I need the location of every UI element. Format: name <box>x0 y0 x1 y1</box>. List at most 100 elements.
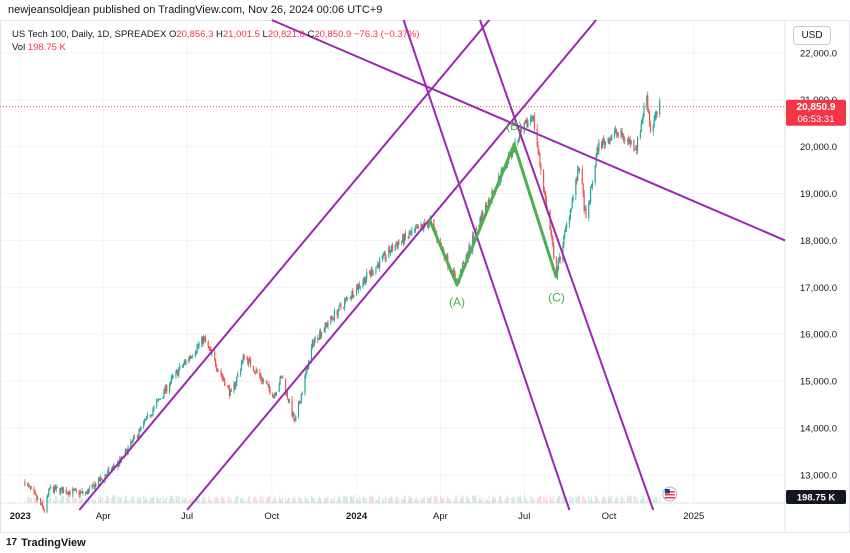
volume-bar <box>198 497 200 503</box>
volume-bar <box>60 499 62 503</box>
volume-bar <box>50 496 52 503</box>
volume-bar <box>607 496 609 503</box>
legend-volume-row: Vol 198.75 K <box>12 41 419 54</box>
candle-body <box>74 489 76 491</box>
candle-body <box>591 183 594 187</box>
volume-bar <box>643 498 645 503</box>
candle-body <box>169 382 172 386</box>
candle-body <box>357 284 360 290</box>
candle-body <box>282 377 284 379</box>
volume-bar <box>359 498 361 503</box>
footer: 17 TradingView <box>0 533 850 553</box>
currency-button[interactable]: USD <box>793 26 831 45</box>
volume-bar <box>655 496 657 503</box>
candle-body <box>343 300 346 308</box>
candle-body <box>66 492 68 494</box>
price-chart[interactable]: (A) (B) (C) 13,000.0 14,000.0 15,000.0 16,000… <box>0 0 850 533</box>
volume-bar <box>467 495 469 503</box>
legend-low: 20,821.0 <box>267 29 305 40</box>
x-tick-label: Jul <box>181 511 193 522</box>
volume-bar <box>597 498 599 503</box>
candle-body <box>655 111 657 117</box>
candle-body <box>501 168 503 171</box>
volume-bar <box>157 496 158 503</box>
volume-bar <box>473 496 474 503</box>
legend-open: 20,856.3 <box>176 29 214 40</box>
volume-bar <box>616 495 618 503</box>
y-tick-label: 15,000.0 <box>800 377 837 388</box>
candle-body <box>523 123 525 132</box>
volume-bar <box>581 497 583 503</box>
volume-bar <box>241 499 243 503</box>
volume-bar <box>140 497 142 503</box>
volume-bar <box>208 495 210 503</box>
candle-body <box>93 485 95 489</box>
volume-tag-value: 198.75 K <box>797 493 836 504</box>
volume-bar <box>151 497 153 503</box>
volume-bar <box>82 497 84 503</box>
volume-bar <box>620 495 622 503</box>
candle-body <box>260 376 262 379</box>
volume-bar <box>189 497 191 503</box>
candle-body <box>94 484 96 489</box>
candle-body <box>163 388 165 397</box>
volume-bar <box>182 499 184 503</box>
candle-body <box>229 389 231 396</box>
candle-body <box>86 490 89 495</box>
volume-bar <box>557 497 558 503</box>
x-tick-label: Jul <box>518 511 530 522</box>
candle-body <box>569 209 571 218</box>
volume-bar <box>414 498 416 503</box>
volume-bar <box>582 495 584 503</box>
volume-bar <box>147 499 148 503</box>
volume-bar <box>365 500 367 503</box>
volume-bar <box>441 498 443 503</box>
volume-bar <box>334 495 335 503</box>
candle-body <box>300 394 302 403</box>
candle-body <box>110 468 113 471</box>
volume-bar <box>202 495 204 503</box>
candle-body <box>168 385 171 392</box>
volume-bar <box>440 495 441 503</box>
volume-bar <box>474 495 475 503</box>
volume-bar <box>287 499 288 503</box>
volume-bar <box>281 499 283 503</box>
volume-bar <box>108 497 110 503</box>
volume-bar <box>370 495 372 503</box>
volume-bar <box>576 496 578 503</box>
volume-bar <box>178 495 180 503</box>
candle-body <box>87 489 90 495</box>
volume-bar <box>637 497 638 503</box>
volume-bar <box>106 495 108 503</box>
volume-bar <box>188 500 190 503</box>
candle-body <box>427 224 430 228</box>
volume-bar <box>55 495 57 503</box>
volume-bar <box>321 500 322 503</box>
candle-body <box>152 409 154 415</box>
candle-body <box>241 359 243 365</box>
candle-body <box>426 225 429 228</box>
publisher-text: newjeansoldjean published on TradingView… <box>8 4 383 16</box>
volume-bar <box>485 499 486 503</box>
candle-body <box>272 393 274 398</box>
volume-bar <box>306 500 308 503</box>
volume-bar <box>381 497 383 503</box>
candle-body <box>306 366 308 373</box>
candle-body <box>643 106 645 116</box>
bar-countdown: 06:53:31 <box>798 114 835 125</box>
volume-bar <box>247 500 249 503</box>
trendline <box>479 19 655 511</box>
candle-body <box>468 245 470 255</box>
volume-bar <box>30 497 32 503</box>
volume-bar <box>478 498 480 503</box>
candle-body <box>396 244 398 248</box>
legend-symbol: US Tech 100, Daily, 1D, SPREADEX <box>12 29 167 40</box>
volume-bar <box>255 499 257 503</box>
volume-bar <box>569 499 570 503</box>
candle-body <box>402 235 404 241</box>
candle-body <box>338 304 340 311</box>
candle-body <box>273 396 275 398</box>
volume-bar <box>61 495 63 503</box>
candle-body <box>194 352 196 357</box>
volume-bar <box>520 495 521 503</box>
